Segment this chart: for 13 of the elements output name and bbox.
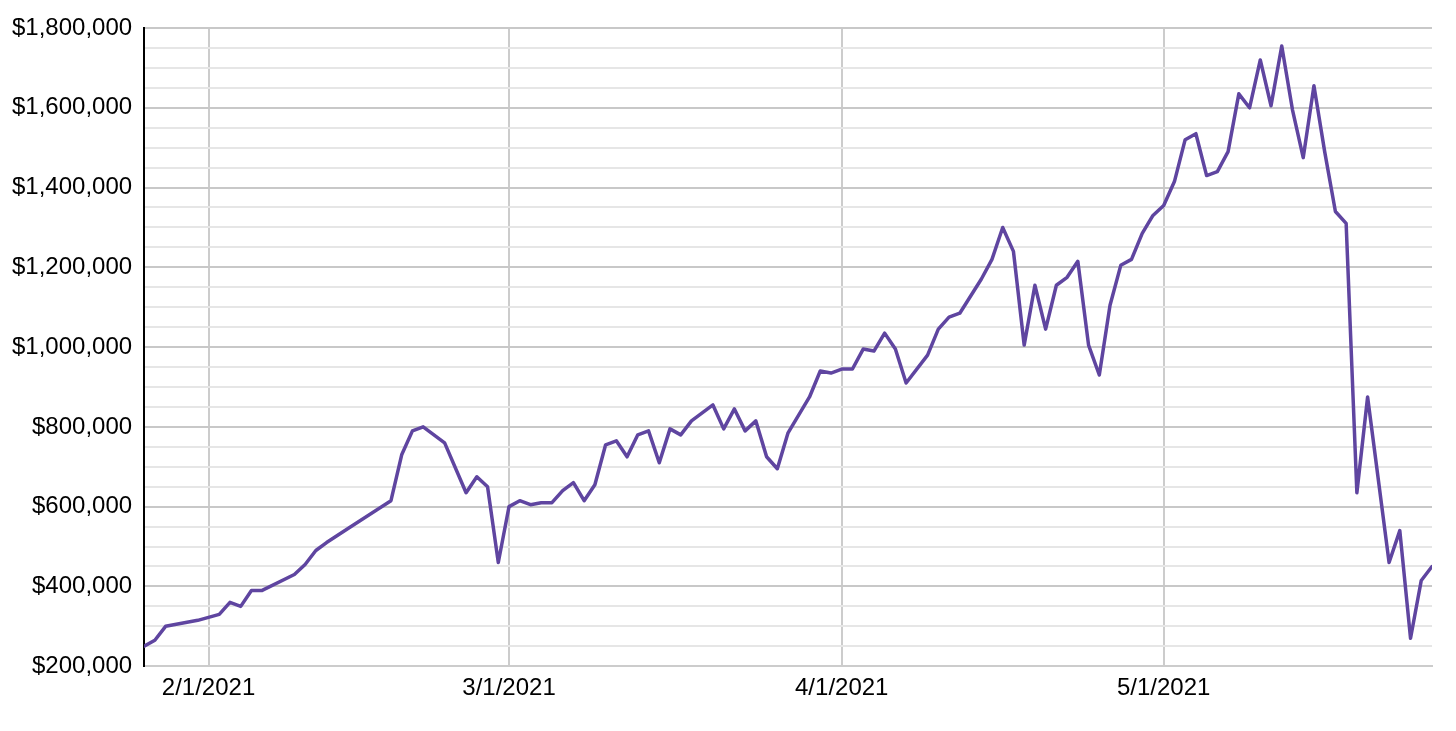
x-tick-label: 4/1/2021 <box>795 673 889 701</box>
y-tick-label: $1,200,000 <box>11 251 133 279</box>
x-tick-label: 2/1/2021 <box>161 673 256 701</box>
y-tick-label: $1,000,000 <box>11 331 133 359</box>
x-tick-label: 3/1/2021 <box>462 673 556 701</box>
y-tick-label: $800,000 <box>32 411 133 439</box>
y-tick-label: $1,600,000 <box>11 92 133 120</box>
y-tick-label: $600,000 <box>32 491 133 519</box>
y-tick-label: $1,800,000 <box>11 12 133 40</box>
y-tick-label: $400,000 <box>32 571 133 599</box>
y-tick-label: $1,400,000 <box>11 172 133 200</box>
x-tick-label: 5/1/2021 <box>1116 673 1211 701</box>
y-tick-label: $200,000 <box>32 650 133 678</box>
